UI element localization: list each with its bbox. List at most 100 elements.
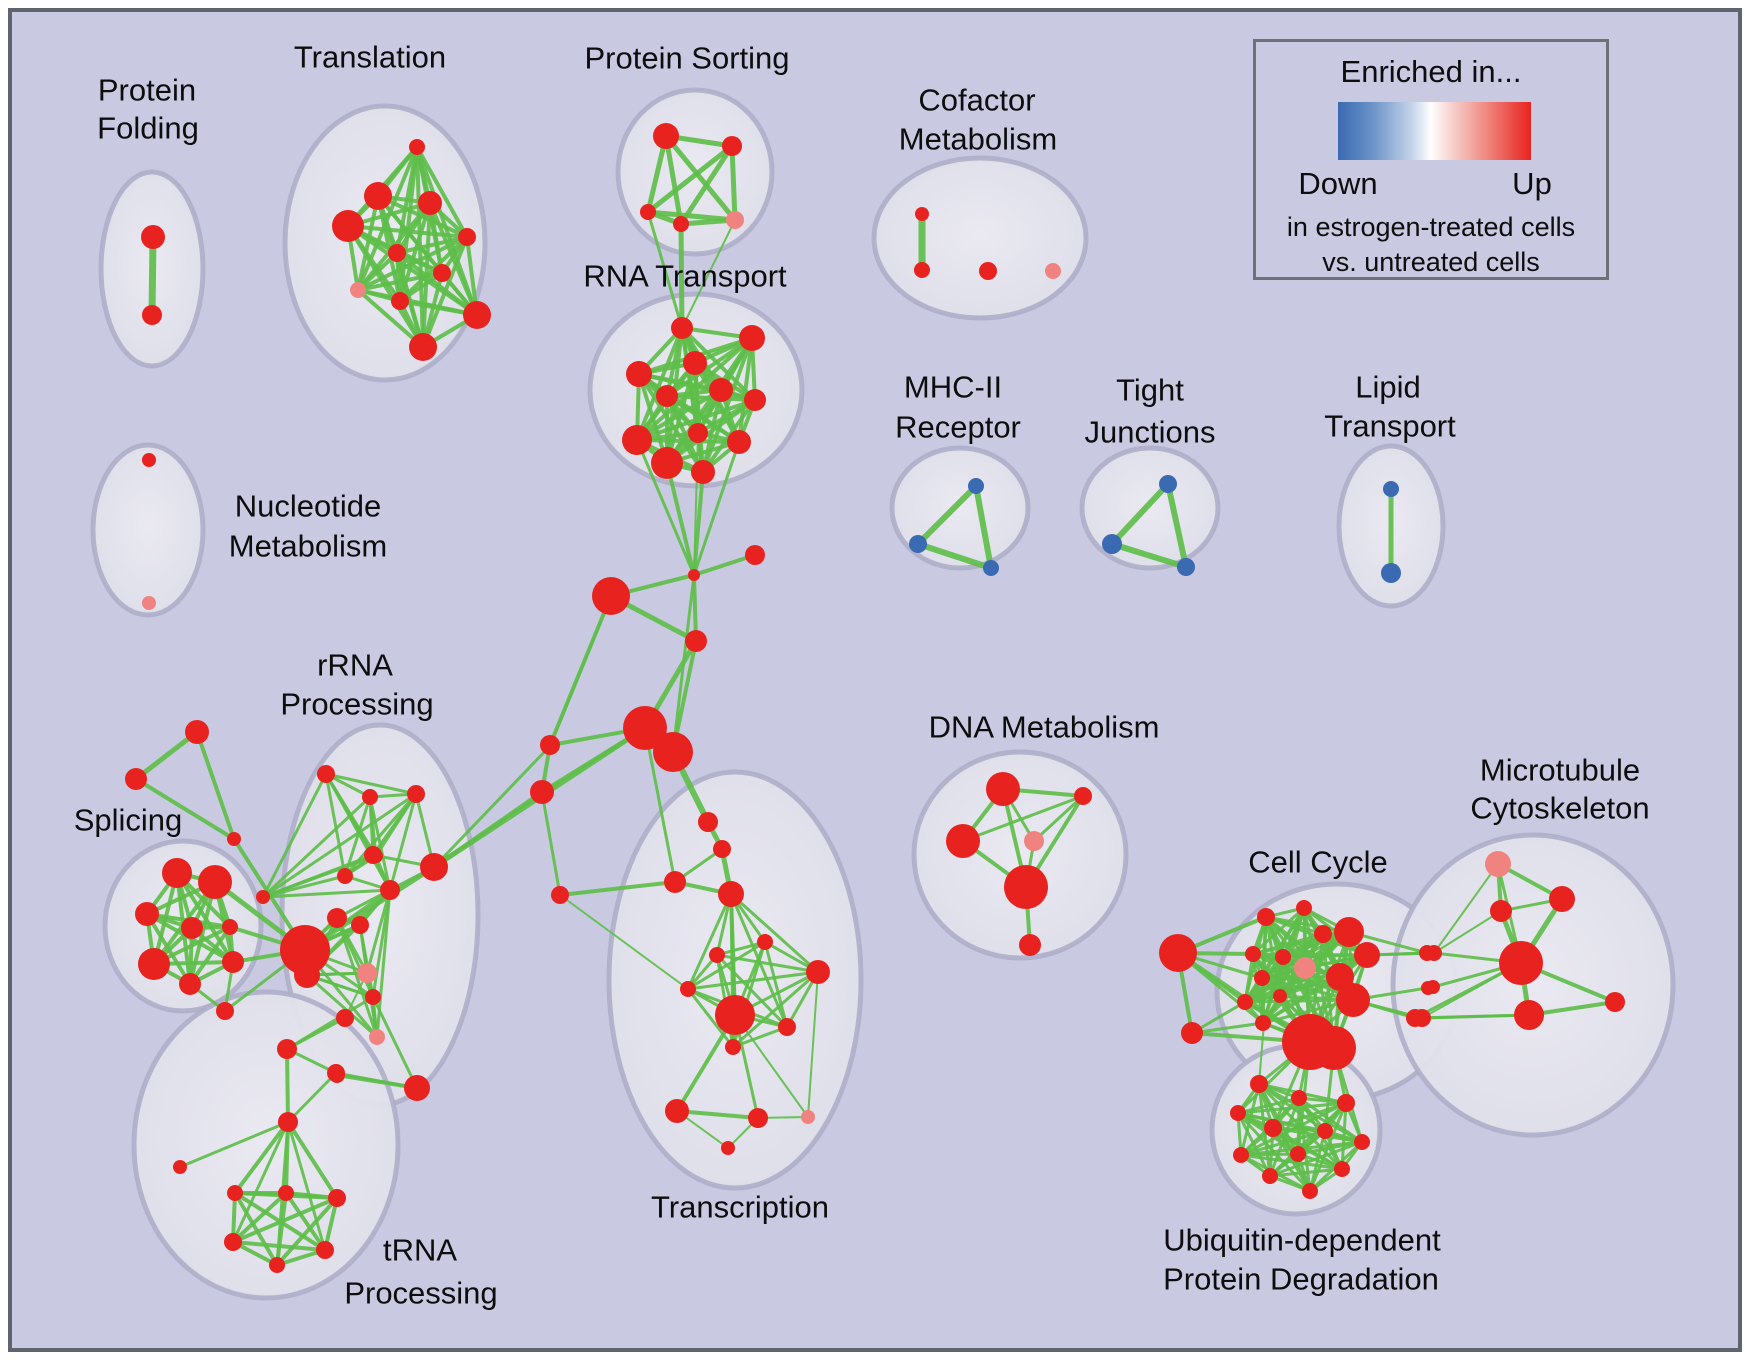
node-tri1 [185, 720, 209, 744]
node-ub6 [1317, 1123, 1333, 1139]
edge [663, 133, 684, 227]
cluster-label-translation: Translation [294, 40, 446, 75]
edge [286, 1071, 338, 1124]
edge [324, 772, 347, 878]
edge [681, 219, 736, 329]
node-tc6 [709, 947, 725, 963]
node-t5 [458, 228, 476, 246]
node-ps4 [673, 216, 689, 232]
edge [261, 853, 375, 899]
node-ps1 [653, 123, 679, 149]
edge [643, 726, 677, 884]
node-tc7 [680, 981, 696, 997]
node-tc8 [806, 960, 830, 984]
cluster-label-mhc-ii-receptor: MHC-II [904, 370, 1002, 405]
node-cf1 [915, 207, 929, 221]
node-t7 [433, 264, 451, 282]
node-dm4 [1024, 831, 1044, 851]
node-nm1 [142, 453, 156, 467]
node-mtq [1514, 1000, 1544, 1030]
node-ub8 [1233, 1147, 1249, 1163]
node-nm2 [142, 596, 156, 610]
node-mtp [1485, 851, 1511, 877]
node-hb1 [623, 706, 667, 750]
cluster-label-tight-junctions: Tight [1116, 373, 1184, 408]
edge [1251, 906, 1306, 956]
edge [635, 388, 723, 442]
node-rt10 [727, 430, 751, 454]
node-m3 [983, 560, 999, 576]
legend-down-label: Down [1298, 166, 1378, 201]
edge [1243, 966, 1307, 1004]
edge [973, 483, 994, 571]
node-m2 [909, 535, 927, 553]
node-cc5 [1245, 946, 1261, 962]
edge [148, 233, 157, 319]
edge [692, 553, 757, 577]
node-ub10 [1334, 1161, 1350, 1177]
edge [1296, 1140, 1364, 1156]
node-cn1 [688, 569, 700, 581]
edge [371, 995, 419, 1090]
node-tc1 [698, 812, 718, 832]
edge [734, 1014, 809, 1118]
edge [715, 940, 767, 957]
edge [1258, 1022, 1265, 1085]
edge [678, 217, 738, 227]
cluster-label-microtubule-cytoskeleton: Microtubule [1480, 753, 1640, 788]
edge [261, 874, 347, 899]
edge [285, 1016, 347, 1051]
legend-up-label: Up [1512, 166, 1552, 201]
node-rr17 [277, 1039, 297, 1059]
edge [729, 143, 738, 223]
edge [302, 864, 437, 953]
node-sp9 [216, 1002, 234, 1020]
node-ub3 [1337, 1094, 1355, 1112]
edge [680, 326, 757, 402]
edge [729, 892, 737, 1017]
node-tc13 [748, 1108, 768, 1128]
legend-title: Enriched in... [1340, 54, 1522, 89]
node-cc3 [1334, 917, 1364, 947]
node-rr19 [369, 1029, 385, 1045]
cluster-label-cell-cycle: Cell Cycle [1248, 845, 1388, 880]
node-rt5 [656, 385, 678, 407]
node-mc3 [1413, 1009, 1431, 1027]
legend-subtitle-line1: in estrogen-treated cells [1286, 212, 1576, 242]
node-tr6 [316, 1241, 334, 1259]
cluster-label-lipid-transport: Lipid [1355, 370, 1421, 405]
edge [693, 432, 699, 576]
cluster-ellipse-nucleotide-metabolism [90, 442, 206, 618]
node-pf1 [141, 225, 165, 249]
node-cc6 [1275, 949, 1291, 965]
node-ps2 [722, 136, 742, 156]
cluster-label-lipid-transport: Transport [1324, 409, 1456, 444]
edge [915, 483, 979, 547]
node-tj2 [1102, 534, 1122, 554]
node-tr1 [173, 1160, 187, 1174]
edge [395, 251, 479, 317]
edge [305, 973, 379, 1039]
node-sp4 [181, 917, 203, 939]
node-trh [278, 1112, 298, 1132]
node-ps5 [726, 211, 744, 229]
node-tc9 [715, 995, 755, 1035]
edge [1165, 481, 1189, 570]
node-sp8 [222, 951, 244, 973]
node-tr2 [227, 1185, 243, 1201]
legend-gradient-bar [1338, 102, 1531, 160]
edge [646, 210, 684, 330]
node-rr20 [256, 890, 270, 904]
node-rt8 [622, 425, 652, 455]
edge [915, 541, 994, 571]
edge [559, 894, 689, 990]
edge [678, 143, 735, 227]
cluster-ellipse-tight-junctions [1079, 445, 1221, 571]
node-rt7 [744, 389, 766, 411]
node-t11 [409, 333, 437, 361]
node-cc9 [1326, 963, 1354, 991]
node-cc8 [1254, 970, 1270, 986]
node-cc1 [1257, 908, 1275, 926]
edge [286, 1120, 339, 1200]
node-sp3 [135, 902, 159, 926]
